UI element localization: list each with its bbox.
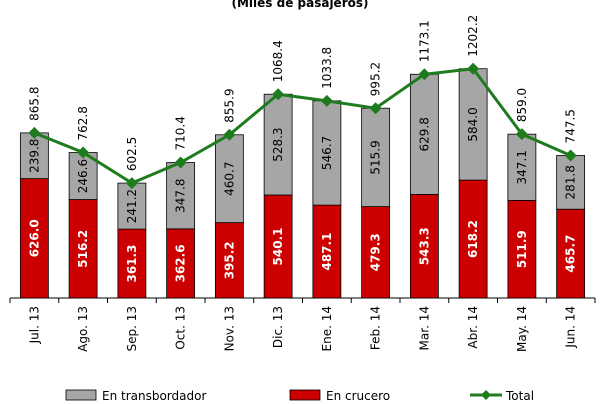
- total-label: 1033.8: [320, 47, 334, 89]
- marker: [223, 128, 236, 141]
- marker: [418, 68, 431, 81]
- x-tick-label: Jun. 14: [564, 306, 578, 349]
- marker: [28, 126, 41, 139]
- legend-label: En crucero: [326, 389, 390, 403]
- data-label: 540.1: [271, 228, 285, 266]
- total-label: 859.0: [515, 88, 529, 122]
- x-tick-label: Abr. 14: [466, 306, 480, 349]
- total-label: 710.4: [174, 116, 188, 150]
- data-label: 239.8: [27, 139, 41, 173]
- bar-segment: [409, 73, 439, 195]
- bar-segment: [409, 193, 439, 299]
- bar-segment: [117, 228, 147, 299]
- bar-segment: [361, 206, 391, 299]
- bar-segment: [312, 100, 342, 206]
- x-tick-label: Ago. 13: [76, 306, 90, 352]
- total-label: 602.5: [125, 137, 139, 171]
- total-label: 1173.1: [417, 20, 431, 62]
- data-label: 465.7: [564, 235, 578, 273]
- bar-segment: [214, 222, 244, 299]
- bar-segment: [458, 68, 488, 181]
- data-label: 361.3: [125, 245, 139, 283]
- data-label: 241.2: [125, 189, 139, 223]
- data-label: 511.9: [515, 230, 529, 268]
- x-tick-label: Ene. 14: [320, 306, 334, 351]
- marker: [369, 102, 382, 115]
- data-label: 516.2: [76, 230, 90, 268]
- total-label: 762.8: [76, 106, 90, 140]
- data-label: 347.8: [174, 179, 188, 213]
- total-label: 865.8: [27, 87, 41, 121]
- marker: [320, 94, 333, 107]
- x-tick-label: Dic. 13: [271, 306, 285, 348]
- chart-title: (Miles de pasajeros): [232, 0, 369, 10]
- data-label: 395.2: [222, 241, 236, 279]
- data-label: 546.7: [320, 136, 334, 170]
- marker: [77, 146, 90, 159]
- bar-segment: [117, 182, 147, 230]
- x-tick-label: Nov. 13: [222, 306, 236, 351]
- data-label: 246.6: [76, 159, 90, 193]
- data-label: 629.8: [417, 117, 431, 151]
- total-label: 1068.4: [271, 40, 285, 82]
- x-tick-label: Feb. 14: [369, 306, 383, 350]
- bar-segment: [312, 204, 342, 299]
- data-label: 487.1: [320, 233, 334, 271]
- data-label: 626.0: [27, 219, 41, 257]
- bar-segment: [166, 162, 196, 230]
- legend-swatch: [65, 389, 97, 401]
- bar-segment: [556, 208, 586, 299]
- legend-swatch: [289, 389, 321, 401]
- data-label: 543.3: [417, 227, 431, 265]
- bar-segment: [263, 194, 293, 299]
- bar-segment: [263, 93, 293, 196]
- bar-segment: [214, 134, 244, 224]
- bar-segment: [361, 107, 391, 207]
- line: [33, 67, 572, 185]
- x-tick-label: Sep. 13: [125, 306, 139, 352]
- marker: [272, 88, 285, 101]
- marker: [467, 62, 480, 75]
- bar-segment: [166, 228, 196, 299]
- total-label: 995.2: [369, 62, 383, 96]
- x-tick-label: May. 14: [515, 306, 529, 352]
- total-label: 855.9: [222, 88, 236, 122]
- bar-segment: [19, 132, 49, 180]
- total-label: 747.5: [564, 109, 578, 143]
- data-label: 347.1: [515, 150, 529, 184]
- data-label: 528.3: [271, 127, 285, 161]
- bar-segment: [556, 155, 586, 210]
- bar-segment: [458, 179, 488, 299]
- data-label: 460.7: [222, 162, 236, 196]
- marker: [174, 156, 187, 169]
- legend-marker: [481, 390, 491, 400]
- bar-segment: [68, 152, 98, 200]
- x-tick-label: Mar. 14: [417, 306, 431, 350]
- x-tick-label: Jul. 13: [27, 306, 41, 344]
- legend-label: Total: [505, 389, 534, 403]
- data-label: 479.3: [369, 233, 383, 271]
- data-label: 281.8: [564, 165, 578, 199]
- data-label: 515.9: [369, 140, 383, 174]
- total-label: 1202.2: [466, 15, 480, 57]
- legend-label: En transbordador: [102, 389, 206, 403]
- bar-segment: [68, 199, 98, 299]
- marker: [515, 128, 528, 141]
- x-tick-label: Oct. 13: [174, 306, 188, 350]
- bar-segment: [19, 178, 49, 299]
- marker: [125, 177, 138, 190]
- data-label: 362.6: [174, 244, 188, 282]
- data-label: 584.0: [466, 107, 480, 141]
- data-label: 618.2: [466, 220, 480, 258]
- marker: [564, 149, 577, 162]
